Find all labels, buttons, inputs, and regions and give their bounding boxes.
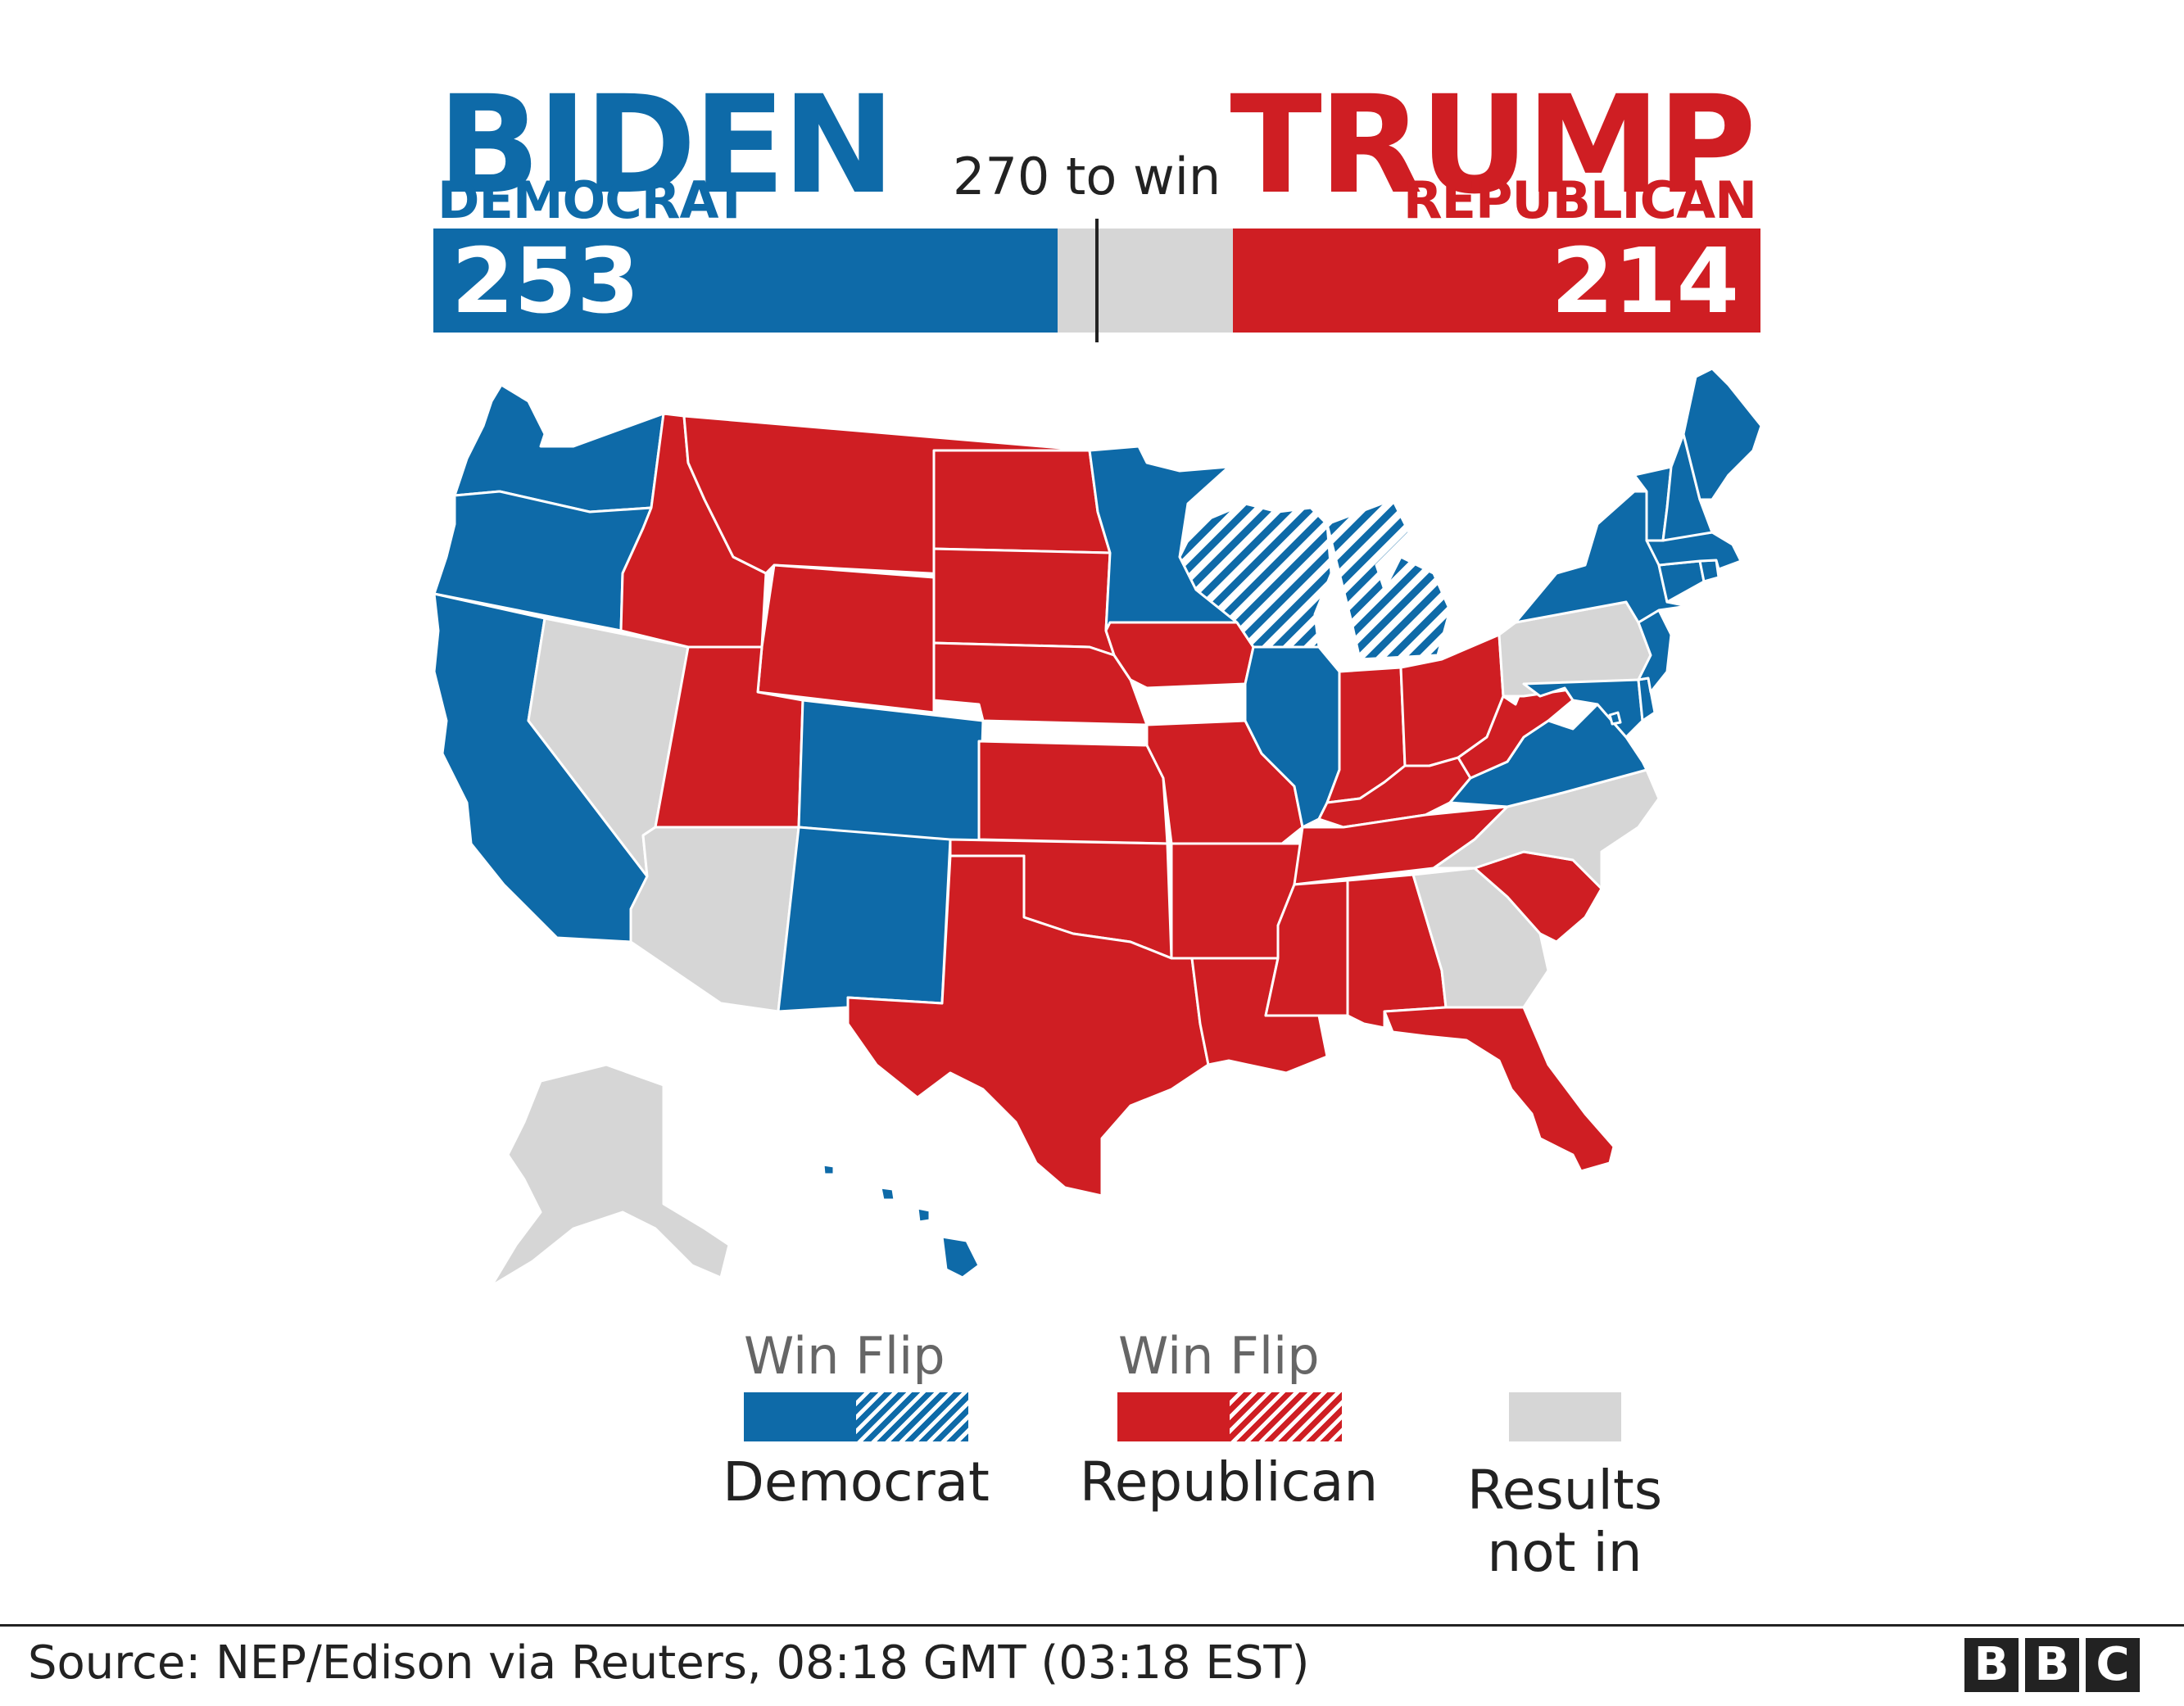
legend-dem-header: Win Flip: [744, 1326, 945, 1386]
bbc-logo-letter: C: [2086, 1638, 2140, 1692]
state-co: [797, 699, 985, 845]
legend-not-in-label: Results not in: [1442, 1459, 1688, 1584]
state-nm: [777, 826, 952, 1013]
legend-dem-flip-swatch: [856, 1392, 968, 1441]
state-az: [629, 826, 800, 1013]
state-il: [1244, 645, 1341, 829]
state-wy: [756, 563, 936, 714]
state-tx: [846, 854, 1210, 1197]
electoral-vote-bar: 253 214: [433, 219, 1760, 342]
state-ma: [1645, 531, 1742, 571]
bbc-logo-letter: B: [2025, 1638, 2079, 1692]
dem-candidate-name: BIDEN: [437, 66, 895, 224]
state-dc: [1608, 711, 1622, 726]
state-ak: [490, 1063, 731, 1287]
state-fl: [1383, 1006, 1615, 1173]
footer-divider: [0, 1624, 2184, 1627]
legend-dem-win-swatch: [744, 1392, 856, 1441]
threshold-label: 270 to win: [953, 147, 1221, 206]
state-nd: [932, 449, 1112, 554]
state-mi: [1325, 498, 1452, 661]
legend-rep-flip-swatch: [1230, 1392, 1342, 1441]
state-nj: [1637, 609, 1673, 694]
state-sd: [932, 547, 1116, 657]
legend-not-in-swatch: [1509, 1392, 1621, 1441]
state-ks: [977, 740, 1169, 845]
state-wi: [1178, 502, 1333, 649]
bbc-logo: B B C: [1964, 1638, 2140, 1692]
state-ct: [1657, 559, 1706, 604]
dem-vote-segment: 253: [433, 229, 1058, 333]
legend-rep-header: Win Flip: [1118, 1326, 1320, 1386]
state-me: [1682, 367, 1763, 501]
legend-dem-label: Democrat: [723, 1450, 990, 1514]
source-note: Source: NEP/Edison via Reuters, 08:18 GM…: [28, 1636, 1310, 1690]
threshold-marker: [1095, 219, 1099, 342]
rep-party-label: REPUBLICAN: [1402, 170, 1757, 230]
bbc-logo-letter: B: [1964, 1638, 2019, 1692]
rep-vote-segment: 214: [1232, 228, 1760, 333]
dem-party-label: DEMOCRAT: [437, 170, 749, 230]
state-ia: [1104, 621, 1255, 690]
us-electoral-map: [433, 367, 1763, 1287]
legend-rep-label: Republican: [1079, 1450, 1379, 1514]
legend-not-in-line1: Results: [1466, 1459, 1663, 1522]
state-hi: [822, 1163, 981, 1279]
dem-vote-count: 253: [451, 228, 640, 333]
legend-rep-win-swatch: [1117, 1392, 1230, 1441]
rep-vote-count: 214: [1551, 228, 1739, 333]
rep-candidate-name: TRUMP: [1230, 66, 1756, 224]
legend-not-in-line2: not in: [1487, 1520, 1643, 1584]
